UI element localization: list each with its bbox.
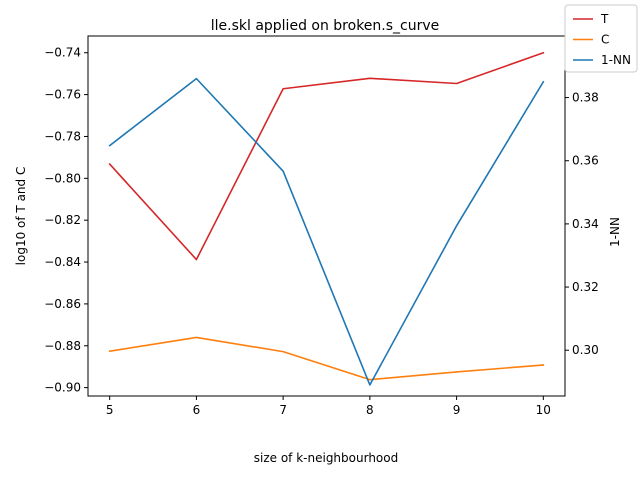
left-y-tick-label: −0.86	[44, 297, 81, 311]
legend-entries: TC 1-NN	[573, 12, 631, 67]
left-y-tick-label: −0.74	[44, 46, 81, 60]
legend-box	[564, 4, 638, 73]
left-y-tick-label: −0.80	[44, 171, 81, 185]
right-y-axis-label: 1-NN	[608, 217, 622, 247]
legend-label: C	[601, 33, 609, 47]
legend: TC 1-NN	[564, 4, 638, 73]
legend-label: 1-NN	[601, 53, 631, 67]
right-y-tick-label: 0.36	[572, 154, 599, 168]
series-layer	[108, 51, 545, 386]
x-tick-label: 7	[279, 403, 287, 417]
x-axis-ticks: 5 6 7 8 9 10	[106, 396, 551, 417]
legend-label: T	[600, 12, 609, 26]
x-tick-label: 5	[106, 403, 114, 417]
chart-title: lle.skl applied on broken.s_curve	[211, 18, 440, 34]
x-tick-label: 6	[193, 403, 201, 417]
right-y-tick-label: 0.34	[572, 217, 599, 231]
plot-frame	[87, 35, 566, 397]
left-y-tick-label: −0.82	[44, 213, 81, 227]
left-y-tick-label: −0.88	[44, 339, 81, 353]
right-y-tick-label: 0.30	[572, 343, 599, 357]
series-line-c	[108, 336, 545, 381]
left-y-axis-ticks: −0.90 −0.88 −0.86 −0.84 −0.82 −0.80 −0.78 −0.76…	[44, 46, 88, 395]
x-tick-label: 9	[453, 403, 461, 417]
x-tick-label: 8	[366, 403, 374, 417]
right-y-tick-label: 0.32	[572, 280, 599, 294]
left-y-axis-label: log10 of T and C	[14, 167, 28, 266]
left-y-tick-label: −0.84	[44, 255, 81, 269]
right-y-tick-label: 0.38	[572, 91, 599, 105]
left-y-tick-label: −0.90	[44, 381, 81, 395]
left-y-tick-label: −0.76	[44, 88, 81, 102]
right-y-axis-ticks: 0.30 0.32 0.34 0.36 0.38	[565, 91, 599, 357]
series-line-t	[108, 51, 545, 261]
series-line-1-nn	[108, 77, 545, 386]
left-y-tick-label: −0.78	[44, 129, 81, 143]
x-axis-label: size of k-neighbourhood	[254, 451, 398, 465]
x-tick-label: 10	[536, 403, 551, 417]
